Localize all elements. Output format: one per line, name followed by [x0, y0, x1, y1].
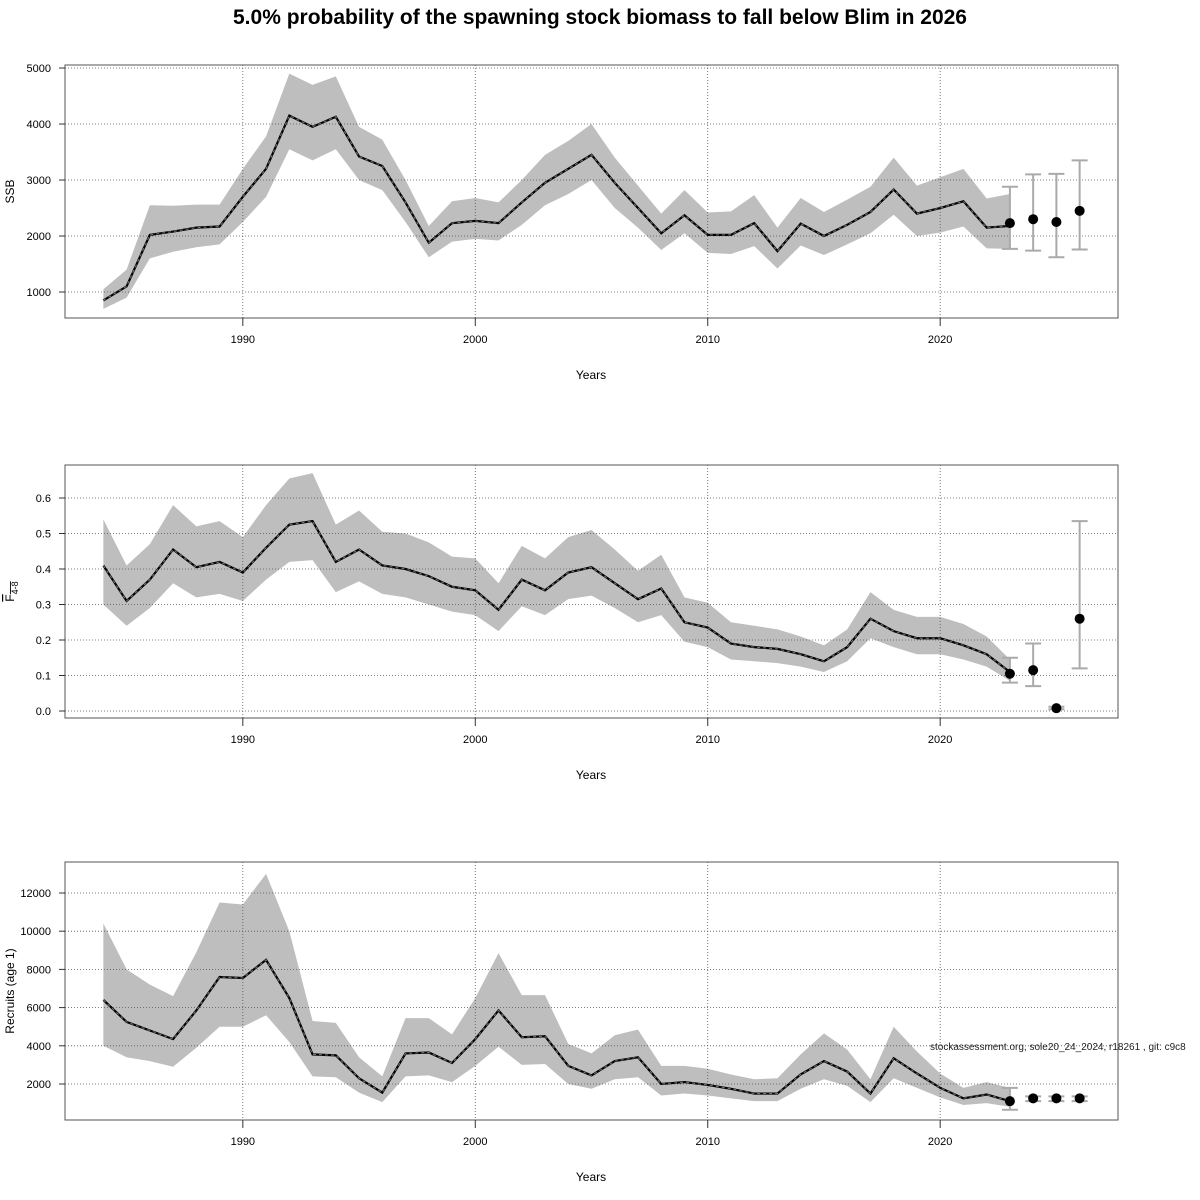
- plot-box: [64, 464, 1119, 719]
- y-tick-label: 0.2: [36, 635, 51, 647]
- forecast-point: [1051, 1093, 1062, 1104]
- estimate-line-dashed: [103, 959, 1011, 1102]
- y-tick-label: 0.3: [36, 600, 51, 612]
- y-tick-label: 6000: [27, 1003, 51, 1015]
- x-tick-label: 2020: [928, 334, 952, 346]
- y-axis-label: Recruits (age 1): [3, 948, 17, 1033]
- x-axis-label: Years: [576, 368, 606, 382]
- forecast-point: [1028, 214, 1039, 225]
- y-axis-label-subscript: 4-8: [10, 581, 20, 594]
- x-tick-label: 1990: [231, 1136, 255, 1148]
- estimate-line-dashed: [103, 114, 1010, 301]
- forecast-point: [1028, 1093, 1039, 1104]
- y-axis-label: SSB: [3, 179, 17, 203]
- watermark: stockassessment.org, sole20_24_2024, r18…: [930, 1042, 1186, 1053]
- y-tick-label: 2000: [27, 1079, 51, 1091]
- panel-recruits: 1990 2000 2010 2020 Years 2000 4000 6000 8000 100…: [3, 861, 1119, 1184]
- x-tick-label: 1990: [231, 734, 255, 746]
- y-tick-label: 0.0: [36, 706, 51, 718]
- forecast-point: [1004, 1096, 1015, 1107]
- x-axis-label: Years: [576, 768, 606, 782]
- panel-ssb: 1990 2000 2010 2020 Years 1000 2000 3000 4000 500…: [3, 63, 1119, 382]
- y-tick-label: 0.4: [36, 564, 51, 576]
- forecast-point: [1051, 217, 1062, 228]
- y-tick-label: 0.6: [36, 493, 51, 505]
- y-tick-label: 10000: [20, 926, 51, 938]
- x-tick-label: 2020: [928, 1136, 952, 1148]
- forecast-point: [1004, 218, 1015, 229]
- y-tick-label: 0.5: [36, 529, 51, 541]
- x-tick-label: 1990: [231, 334, 255, 346]
- forecast-point: [1004, 668, 1015, 679]
- x-tick-label: 2000: [463, 334, 487, 346]
- y-tick-label: 1000: [27, 287, 51, 299]
- forecast-point: [1074, 205, 1085, 216]
- x-tick-label: 2000: [463, 734, 487, 746]
- confidence-band: [103, 873, 1010, 1107]
- y-tick-label: 2000: [27, 231, 51, 243]
- x-tick-label: 2020: [928, 734, 952, 746]
- y-tick-label: 3000: [27, 175, 51, 187]
- confidence-band: [103, 73, 1010, 309]
- y-tick-label: 8000: [27, 964, 51, 976]
- forecast-point: [1074, 1093, 1085, 1104]
- y-tick-label: 4000: [27, 119, 51, 131]
- plot-box: [64, 861, 1119, 1121]
- y-tick-label: 5000: [27, 63, 51, 75]
- confidence-band: [103, 473, 1010, 681]
- x-axis-label: Years: [576, 1170, 606, 1184]
- forecast-point: [1074, 613, 1085, 624]
- plot-box: [64, 64, 1119, 319]
- x-tick-label: 2000: [463, 1136, 487, 1148]
- y-tick-label: 12000: [20, 888, 51, 900]
- x-tick-label: 2010: [695, 1136, 719, 1148]
- forecast-point: [1051, 703, 1062, 714]
- y-tick-label: 4000: [27, 1041, 51, 1053]
- forecast-point: [1028, 665, 1039, 676]
- y-tick-label: 0.1: [36, 671, 51, 683]
- y-axis-label: F4-8: [3, 581, 20, 601]
- x-tick-label: 2010: [695, 334, 719, 346]
- panel-fbar: 1990 2000 2010 2020 Years 0.0 0.1 0.2 0.3 0.4 0.5 0…: [3, 464, 1119, 782]
- estimate-line-dashed: [102, 520, 1011, 673]
- chart-title: 5.0% probability of the spawning stock b…: [233, 6, 967, 29]
- x-tick-label: 2010: [695, 734, 719, 746]
